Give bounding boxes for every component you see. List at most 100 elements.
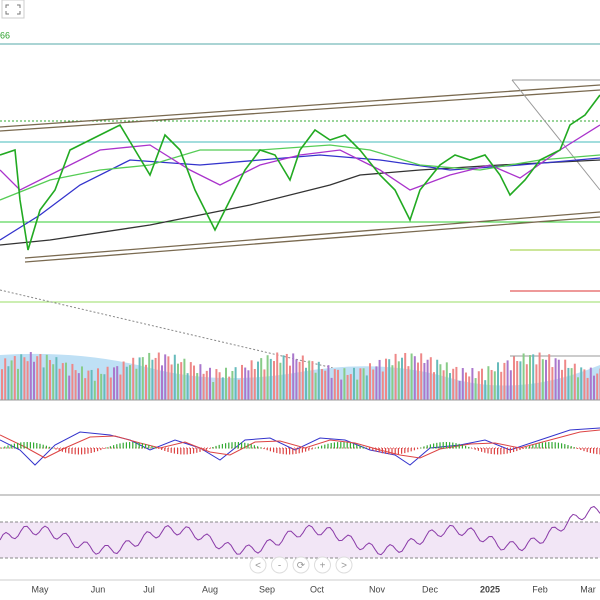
- volume-bar: [20, 354, 23, 400]
- histogram-bar: [90, 448, 92, 453]
- volume-bar: [13, 356, 16, 400]
- histogram-bar: [449, 442, 451, 449]
- nav-button-label: <: [255, 561, 261, 572]
- histogram-bar: [157, 448, 159, 449]
- volume-bar: [314, 372, 317, 400]
- volume-bar: [109, 377, 112, 400]
- volume-bar: [346, 374, 349, 400]
- histogram-bar: [145, 444, 147, 449]
- expand-button[interactable]: [1, 0, 25, 19]
- histogram-bar: [481, 448, 483, 452]
- volume-bar: [65, 362, 67, 400]
- histogram-bar: [397, 448, 399, 455]
- histogram-bar: [532, 445, 534, 449]
- histogram-bar: [378, 448, 380, 453]
- histogram-bar: [138, 442, 140, 449]
- histogram-bar: [471, 448, 473, 449]
- nav-button[interactable]: [314, 556, 331, 574]
- volume-bar: [292, 353, 295, 400]
- histogram-bar: [116, 444, 118, 449]
- histogram-bar: [561, 443, 563, 449]
- volume-bar: [103, 374, 106, 400]
- volume-bar: [353, 367, 355, 400]
- histogram-bar: [548, 442, 550, 449]
- histogram-bar: [493, 448, 495, 455]
- volume-bar: [394, 353, 397, 400]
- histogram-bar: [343, 442, 345, 449]
- volume-bar: [154, 357, 157, 400]
- nav-button[interactable]: [292, 556, 310, 574]
- histogram-bar: [484, 448, 486, 453]
- histogram-bar: [273, 448, 275, 453]
- histogram-bar: [148, 444, 150, 449]
- volume-bar: [564, 359, 567, 400]
- nav-button[interactable]: [249, 556, 267, 574]
- volume-bar: [148, 352, 151, 400]
- macd-histogram: [1, 442, 600, 455]
- histogram-bar: [513, 448, 515, 453]
- volume-bar: [285, 353, 288, 400]
- volume-bar: [116, 366, 119, 400]
- histogram-bar: [407, 448, 409, 453]
- volume-bar: [484, 380, 487, 400]
- volume-bar: [327, 365, 330, 400]
- volume-bar: [113, 367, 115, 400]
- histogram-bar: [522, 448, 524, 449]
- volume-bar: [173, 354, 176, 400]
- histogram-bar: [42, 444, 44, 449]
- histogram-bar: [225, 443, 227, 449]
- volume-bar: [33, 361, 35, 400]
- histogram-bar: [65, 448, 67, 453]
- histogram-bar: [391, 448, 393, 455]
- histogram-bar: [61, 448, 63, 452]
- volume-bar: [276, 352, 279, 400]
- volume-bar: [305, 367, 307, 400]
- histogram-bar: [362, 446, 364, 449]
- volume-bar: [58, 368, 61, 400]
- histogram-bar: [257, 446, 259, 449]
- histogram-bar: [29, 442, 31, 449]
- x-tick-label: Aug: [202, 584, 218, 594]
- histogram-bar: [340, 442, 342, 449]
- x-tick-label: Feb: [532, 584, 548, 594]
- volume-bar: [365, 375, 368, 400]
- histogram-bar: [276, 448, 278, 454]
- volume-bar: [423, 363, 426, 400]
- histogram-bar: [241, 442, 243, 449]
- volume-bar: [237, 379, 240, 400]
- volume-bar: [330, 377, 333, 400]
- nav-button[interactable]: [271, 556, 288, 574]
- volume-bar: [260, 358, 263, 400]
- histogram-bar: [388, 448, 390, 455]
- histogram-bar: [74, 448, 76, 455]
- volume-bar: [157, 352, 160, 400]
- volume-bar: [49, 360, 51, 400]
- histogram-bar: [154, 447, 156, 449]
- volume-bar: [189, 362, 192, 400]
- volume-bar: [199, 364, 202, 400]
- volume-bar: [493, 371, 496, 400]
- volume-bar: [401, 357, 403, 400]
- histogram-bar: [445, 442, 447, 449]
- volume-bar: [84, 378, 87, 400]
- projection: [511, 79, 600, 191]
- histogram-bar: [410, 448, 412, 452]
- histogram-bar: [45, 445, 47, 449]
- volume-bar: [186, 373, 189, 400]
- volume: [0, 352, 600, 400]
- histogram-bar: [381, 448, 383, 454]
- histogram-bar: [551, 442, 553, 449]
- volume-bar: [125, 366, 128, 400]
- histogram-bar: [113, 445, 115, 449]
- histogram-bar: [109, 446, 111, 449]
- volume-bar: [106, 366, 109, 400]
- histogram-bar: [580, 448, 582, 451]
- histogram-bar: [433, 443, 435, 449]
- x-tick-label: Jun: [91, 584, 106, 594]
- volume-bar: [548, 354, 551, 400]
- volume-bar: [177, 363, 179, 400]
- nav-button[interactable]: [335, 556, 353, 574]
- histogram-bar: [500, 448, 502, 455]
- histogram-bar: [151, 445, 153, 449]
